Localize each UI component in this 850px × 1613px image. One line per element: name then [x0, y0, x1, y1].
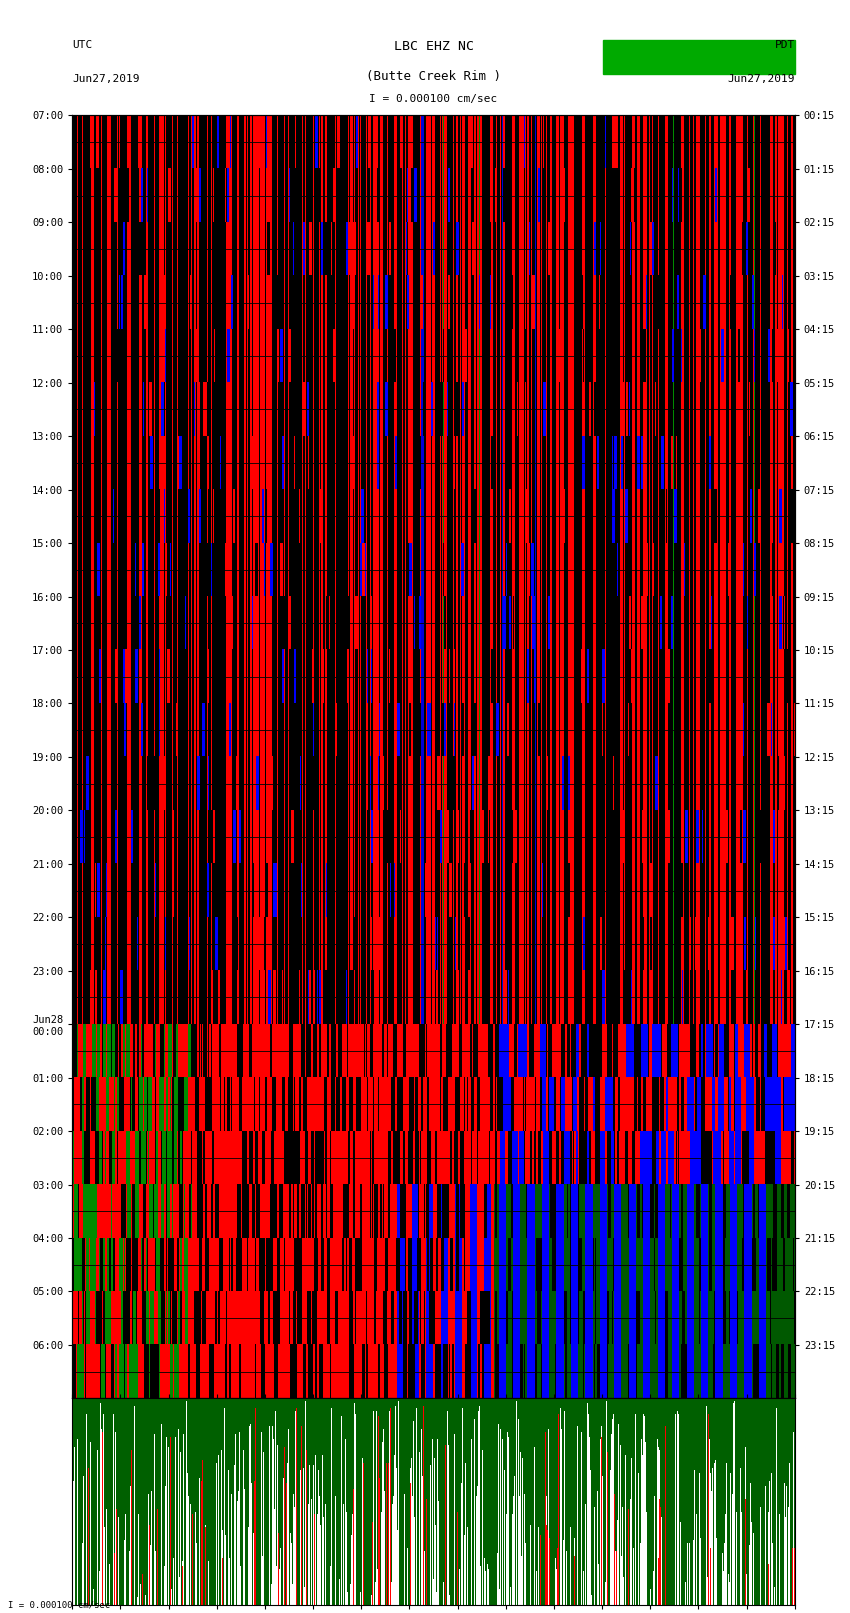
Text: (Butte Creek Rim ): (Butte Creek Rim ) — [366, 71, 501, 84]
Text: I = 0.000100 cm/sec: I = 0.000100 cm/sec — [370, 94, 497, 105]
Text: I = 0.000100 cm/sec: I = 0.000100 cm/sec — [8, 1600, 111, 1610]
Bar — [604, 40, 795, 74]
Text: UTC: UTC — [72, 40, 93, 50]
Text: Jun27,2019: Jun27,2019 — [72, 74, 139, 84]
Text: PDT: PDT — [774, 40, 795, 50]
Text: Jun27,2019: Jun27,2019 — [728, 74, 795, 84]
Text: LBC EHZ NC: LBC EHZ NC — [394, 40, 473, 53]
